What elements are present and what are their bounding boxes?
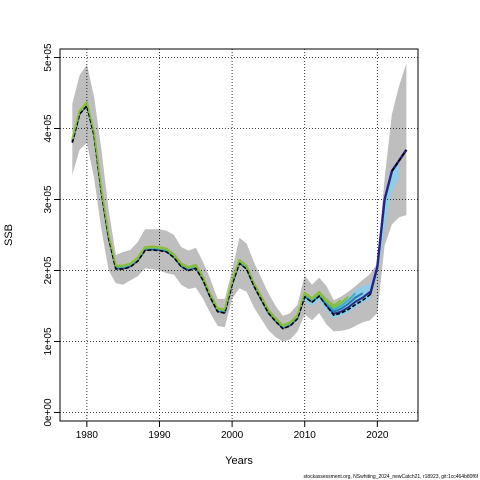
series-line-forecast-median	[391, 149, 408, 172]
x-axis: 1980 1990 2000 2010 2020	[76, 421, 389, 441]
y-tick-label: 2e+05	[43, 256, 54, 285]
grid-lines	[60, 49, 418, 421]
confidence-band	[72, 63, 407, 342]
x-tick-label: 2000	[221, 430, 244, 441]
x-tick-label: 1990	[148, 430, 171, 441]
y-tick-label: 5e+05	[43, 43, 54, 72]
plot-frame	[59, 48, 419, 422]
x-tick-label: 2020	[366, 430, 389, 441]
y-tick-label: 3e+05	[43, 185, 54, 214]
x-tick-label: 2010	[294, 430, 317, 441]
footer-source-text: stockassessment.org, NSwhiting_2024_newC…	[303, 474, 478, 480]
y-axis-title: SSB	[3, 224, 15, 246]
y-axis: 0e+00 1e+05 2e+05 3e+05 4e+05 5e+05	[43, 43, 60, 427]
series-line-main	[71, 105, 408, 330]
x-tick-label: 1980	[76, 430, 99, 441]
retro-band	[304, 159, 400, 319]
x-axis-title: Years	[225, 455, 253, 467]
confidence-bands	[72, 63, 407, 342]
y-tick-label: 1e+05	[43, 327, 54, 356]
series-lines	[71, 101, 408, 330]
series-line-retro-top	[71, 101, 342, 326]
y-tick-label: 0e+00	[43, 398, 54, 427]
y-tick-label: 4e+05	[43, 114, 54, 143]
